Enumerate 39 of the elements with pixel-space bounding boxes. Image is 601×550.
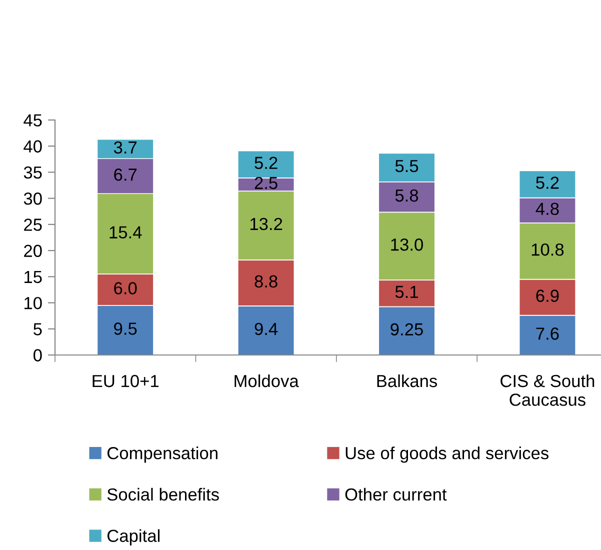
x-tick-label: CIS & South Caucasus	[500, 374, 594, 406]
data-label: 8.8	[254, 275, 278, 288]
legend-label: Compensation	[107, 446, 218, 463]
data-label: 5.5	[395, 160, 418, 172]
legend-label: Social benefits	[107, 488, 219, 501]
data-label: 13.2	[250, 218, 282, 230]
x-tick-label: EU 10+1	[92, 374, 159, 388]
y-tick-label: 20	[24, 244, 42, 258]
data-label: 10.8	[532, 243, 564, 256]
legend-label: Other current	[345, 488, 447, 501]
y-tick-label: 45	[24, 114, 42, 126]
data-label: 5.2	[536, 176, 559, 189]
data-label: 9.5	[114, 322, 137, 335]
data-label: 9.25	[390, 323, 423, 336]
data-label: 4.8	[536, 202, 559, 216]
x-tick-label: Moldova	[234, 374, 299, 388]
y-tick-label: 25	[24, 218, 42, 231]
data-label: 3.7	[114, 141, 137, 154]
y-tick-label: 40	[24, 140, 42, 153]
data-label: 5.2	[254, 156, 278, 170]
data-label: 5.8	[395, 189, 418, 202]
y-tick-label: 0	[34, 349, 42, 362]
data-label: 6.7	[114, 168, 137, 181]
x-tick-label: Balkans	[377, 374, 438, 388]
legend-label: Use of goods and services	[346, 446, 548, 463]
y-tick-label: 35	[24, 166, 42, 179]
data-label: 6.9	[536, 290, 559, 302]
data-label: 6.0	[114, 282, 137, 294]
data-label: 13.0	[391, 238, 423, 251]
y-tick-label: 15	[24, 271, 42, 284]
data-label: 2.5	[254, 176, 278, 190]
y-tick-label: 30	[24, 192, 42, 205]
y-tick-label: 5	[34, 323, 42, 336]
y-tick-label: 10	[24, 296, 42, 310]
data-label: 7.6	[536, 328, 559, 340]
data-label: 15.4	[110, 226, 142, 239]
data-label: 9.4	[254, 322, 278, 336]
legend-label: Capital	[107, 529, 160, 546]
data-label: 5.1	[395, 286, 418, 298]
